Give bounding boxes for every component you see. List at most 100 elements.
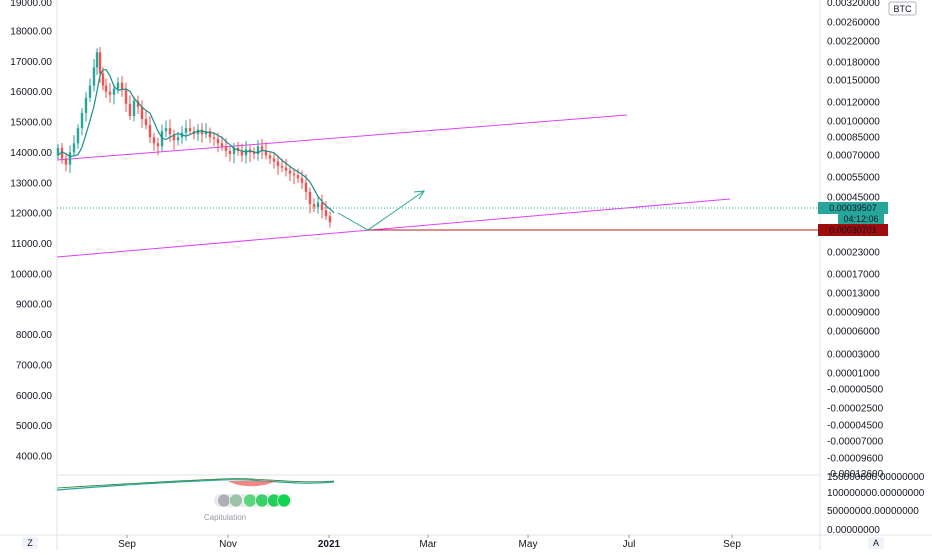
candle-body <box>120 82 124 91</box>
candle-body <box>188 128 192 132</box>
candle-body <box>184 128 188 133</box>
left-axis-tick: 7000.00 <box>16 360 53 371</box>
currency-badge-label: BTC <box>894 4 913 14</box>
candle-body <box>98 52 102 74</box>
subpane-axis-tick: 150000000.00000000 <box>827 472 925 483</box>
capitulation-dot <box>243 493 257 508</box>
lower-trend-line <box>56 198 731 258</box>
right-axis-tick: 0.00023000 <box>827 248 880 259</box>
right-axis-tick: 0.00150000 <box>827 76 880 87</box>
candle-body <box>268 155 272 159</box>
candle-body <box>296 175 300 179</box>
right-axis-tick: -0.00007000 <box>827 437 884 448</box>
candle-body <box>108 91 112 95</box>
right-axis-tick: -0.00002500 <box>827 404 884 415</box>
left-axis-tick: 12000.00 <box>10 209 52 220</box>
candle-body <box>164 128 168 132</box>
candle-body <box>132 100 136 116</box>
candle-body <box>72 143 76 153</box>
left-axis-tick: 5000.00 <box>16 421 53 432</box>
candle-body <box>152 137 156 144</box>
right-axis-tick-partial: -0.00012600 <box>827 469 884 480</box>
annotations[interactable] <box>337 190 425 231</box>
moving-average-line <box>57 69 335 214</box>
right-axis-tick: 0.00100000 <box>827 117 880 128</box>
candle-body <box>200 129 204 135</box>
candle-body <box>112 88 116 95</box>
currency-badge[interactable]: BTC <box>888 1 917 16</box>
candle-body <box>95 52 99 68</box>
scale-button-z[interactable]: Z <box>22 537 38 549</box>
trend-lines[interactable] <box>56 114 820 258</box>
candle-body <box>316 202 320 208</box>
candle-body <box>212 137 216 139</box>
countdown-tag-label: 04:12:06 <box>843 214 878 224</box>
right-axis-tick: 0.00045000 <box>827 193 880 204</box>
capitulation-dot <box>255 493 269 508</box>
left-axis-tick-partial: 19000.00 <box>10 0 52 9</box>
candle-body <box>276 161 280 167</box>
right-axis-tick: 0.00070000 <box>827 151 880 162</box>
candle-body <box>328 216 332 223</box>
candle-body <box>56 147 60 156</box>
left-axis-tick: 10000.00 <box>10 269 52 280</box>
right-axis-tick: 0.00003000 <box>827 350 880 361</box>
line-price-tag-bg <box>818 224 888 236</box>
candle-body <box>168 128 172 135</box>
capitulation-dot <box>277 493 291 508</box>
x-axis-tick-label: Sep <box>723 539 741 550</box>
left-axis-tick: 6000.00 <box>16 391 53 402</box>
candle-body <box>136 100 140 107</box>
auto-scale-button[interactable]: A <box>868 537 884 549</box>
right-axis-tick: 0.00085000 <box>827 133 880 144</box>
right-axis-tick: -0.00000500 <box>827 385 884 396</box>
subpane-axis-tick: 0.00000000 <box>827 525 880 536</box>
candle-body <box>156 143 160 147</box>
right-axis-tick: 0.00013000 <box>827 289 880 300</box>
candle-body <box>292 173 296 176</box>
subpane-axis-tick: 50000000.00000000 <box>827 506 919 517</box>
subpane-axis-tick: 100000000.00000000 <box>827 488 925 499</box>
x-axis-tick-label: May <box>519 539 538 550</box>
candle-body <box>92 67 96 86</box>
left-price-axis[interactable]: 19000.00 18000.00 17000.00 16000.00 15000.00… <box>10 0 52 463</box>
right-axis-tick: 0.00055000 <box>827 173 880 184</box>
projection-arrow-head <box>413 190 425 200</box>
x-axis-tick-label: Jul <box>623 539 636 550</box>
candle-body <box>172 134 176 141</box>
x-axis-tick-label: Nov <box>219 539 237 550</box>
line-price-tag-label: 0.00030701 <box>829 225 877 235</box>
candlestick-series <box>56 47 332 228</box>
right-axis-tick: 0.00180000 <box>827 58 880 69</box>
candle-body <box>224 146 228 151</box>
right-axis-tick: 0.00009000 <box>827 308 880 319</box>
left-axis-tick: 15000.00 <box>10 118 52 129</box>
right-price-axis[interactable]: 0.00320000 0.00260000 0.00220000 0.00180000… <box>827 0 884 480</box>
auto-scale-button-label: A <box>873 538 879 548</box>
indicator-subpane[interactable]: 150000000.00000000 100000000.00000000 5000… <box>56 472 925 536</box>
left-axis-tick: 16000.00 <box>10 87 52 98</box>
candle-body <box>288 170 292 174</box>
candle-body <box>216 138 220 144</box>
candle-body <box>76 128 80 144</box>
right-axis-tick: 0.00120000 <box>827 98 880 109</box>
candle-body <box>104 85 108 92</box>
x-axis-tick-label: 2021 <box>318 539 341 550</box>
candle-body <box>252 152 256 154</box>
candle-body <box>300 178 304 183</box>
left-axis-tick: 11000.00 <box>11 239 52 250</box>
left-axis-tick: 14000.00 <box>10 148 52 159</box>
capitulation-dot <box>229 493 243 508</box>
x-axis-tick-label: Mar <box>419 539 437 550</box>
candle-body <box>124 90 128 104</box>
left-axis-tick: 9000.00 <box>16 300 53 311</box>
candle-body <box>176 137 180 141</box>
candle-body <box>264 150 268 156</box>
left-axis-tick: 4000.00 <box>16 452 53 463</box>
candle-body <box>84 97 88 113</box>
time-axis[interactable]: Sep Nov 2021 Mar May Jul Sep <box>118 535 741 550</box>
candle-body <box>284 167 288 171</box>
